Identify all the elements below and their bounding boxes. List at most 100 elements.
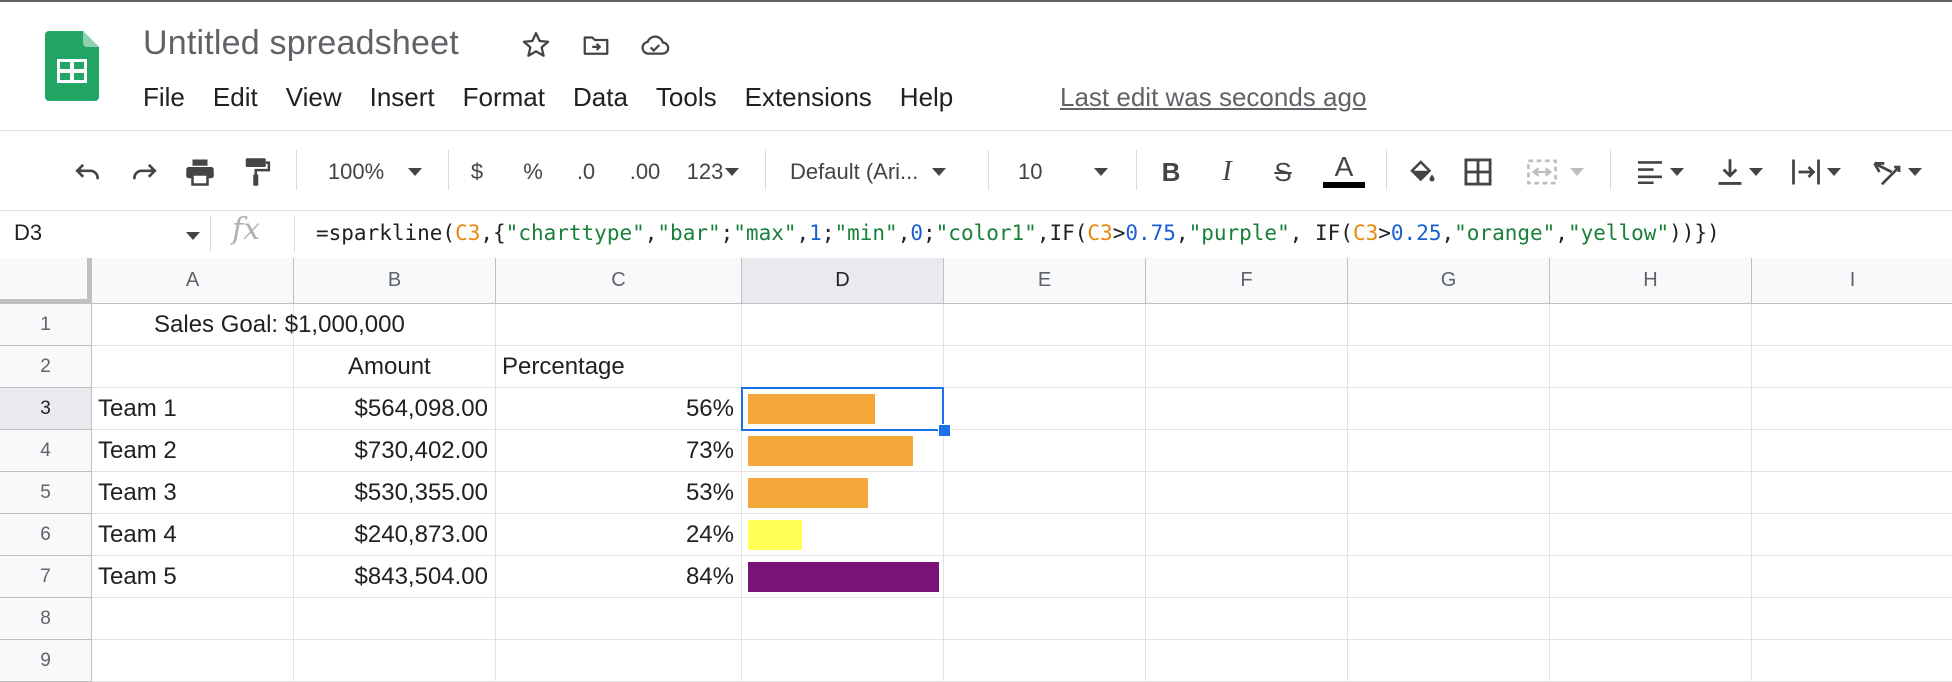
percentage-cell[interactable]: 53% — [685, 479, 734, 506]
cell[interactable] — [1146, 598, 1348, 640]
cell[interactable] — [944, 556, 1146, 598]
document-title[interactable]: Untitled spreadsheet — [143, 24, 459, 62]
row-header-8[interactable]: 8 — [0, 598, 92, 640]
cell[interactable] — [92, 388, 294, 430]
amount-cell[interactable]: $730,402.00 — [354, 437, 488, 464]
percentage-cell[interactable]: 84% — [685, 563, 734, 590]
cell[interactable] — [92, 514, 294, 556]
menu-extensions[interactable]: Extensions — [744, 82, 872, 112]
cell[interactable] — [1752, 598, 1952, 640]
cell[interactable] — [944, 346, 1146, 388]
cloud-saved-icon[interactable] — [638, 28, 672, 62]
print-icon[interactable] — [180, 154, 220, 190]
cell[interactable] — [742, 640, 944, 682]
column-header-a[interactable]: A — [92, 258, 294, 304]
cell[interactable] — [1146, 304, 1348, 346]
column-header-f[interactable]: F — [1146, 258, 1348, 304]
cell[interactable] — [1752, 430, 1952, 472]
menu-data[interactable]: Data — [572, 82, 628, 112]
select-all-corner[interactable] — [0, 258, 92, 304]
star-icon[interactable] — [519, 28, 553, 62]
cell[interactable] — [294, 556, 496, 598]
cell[interactable] — [496, 556, 742, 598]
cell[interactable] — [294, 346, 496, 388]
cell[interactable] — [742, 556, 944, 598]
cell[interactable] — [1550, 598, 1752, 640]
menu-insert[interactable]: Insert — [369, 82, 435, 112]
cell[interactable] — [1550, 472, 1752, 514]
cell-c2-percentage-header[interactable]: Percentage — [502, 353, 625, 380]
cell[interactable] — [944, 598, 1146, 640]
amount-cell[interactable]: $240,873.00 — [354, 521, 488, 548]
move-folder-icon[interactable] — [579, 28, 613, 62]
cell[interactable] — [294, 388, 496, 430]
cell[interactable] — [496, 598, 742, 640]
column-header-d[interactable]: D — [742, 258, 944, 304]
row-header-3[interactable]: 3 — [0, 388, 92, 430]
cell[interactable] — [944, 514, 1146, 556]
cell[interactable] — [496, 472, 742, 514]
decrease-decimal-button[interactable]: .0 — [568, 154, 604, 190]
horizontal-align-icon[interactable] — [1630, 154, 1690, 190]
team-name-cell[interactable]: Team 3 — [98, 479, 177, 506]
cell[interactable] — [496, 346, 742, 388]
cell[interactable] — [1752, 388, 1952, 430]
cell[interactable] — [1348, 556, 1550, 598]
cell[interactable] — [1146, 388, 1348, 430]
row-header-2[interactable]: 2 — [0, 346, 92, 388]
cell[interactable] — [1348, 640, 1550, 682]
cell-a1-sales-goal[interactable]: Sales Goal: $1,000,000 — [154, 311, 405, 338]
cell[interactable] — [1146, 514, 1348, 556]
cell[interactable] — [92, 598, 294, 640]
more-formats-select[interactable]: 123 — [678, 154, 748, 190]
cell[interactable] — [944, 472, 1146, 514]
cell[interactable] — [1550, 388, 1752, 430]
column-header-b[interactable]: B — [294, 258, 496, 304]
menu-view[interactable]: View — [285, 82, 342, 112]
cell[interactable] — [1752, 514, 1952, 556]
team-name-cell[interactable]: Team 4 — [98, 521, 177, 548]
cell[interactable] — [496, 430, 742, 472]
name-box[interactable]: D3 — [14, 220, 43, 245]
zoom-select[interactable]: 100% — [320, 154, 430, 190]
cell[interactable] — [742, 346, 944, 388]
team-name-cell[interactable]: Team 1 — [98, 395, 177, 422]
paint-format-icon[interactable] — [237, 154, 277, 190]
text-rotation-icon[interactable] — [1866, 154, 1928, 190]
column-header-i[interactable]: I — [1752, 258, 1952, 304]
column-header-h[interactable]: H — [1550, 258, 1752, 304]
cell[interactable] — [1348, 472, 1550, 514]
menu-file[interactable]: File — [143, 82, 185, 112]
merge-cells-icon[interactable] — [1520, 154, 1590, 190]
cell[interactable] — [496, 304, 742, 346]
cell[interactable] — [742, 304, 944, 346]
borders-icon[interactable] — [1460, 154, 1496, 190]
cell[interactable] — [1752, 472, 1952, 514]
cell[interactable] — [1348, 514, 1550, 556]
menu-tools[interactable]: Tools — [655, 82, 717, 112]
cell[interactable] — [742, 430, 944, 472]
row-header-7[interactable]: 7 — [0, 556, 92, 598]
fill-color-icon[interactable] — [1404, 154, 1440, 190]
cell[interactable] — [1146, 430, 1348, 472]
cell[interactable] — [92, 346, 294, 388]
redo-icon[interactable] — [124, 154, 164, 190]
cell[interactable] — [1348, 388, 1550, 430]
cell[interactable] — [294, 640, 496, 682]
cell[interactable] — [92, 304, 294, 346]
cell[interactable] — [944, 388, 1146, 430]
italic-button[interactable]: I — [1222, 156, 1232, 187]
cell[interactable] — [1752, 640, 1952, 682]
font-size-select[interactable]: 10 — [1018, 154, 1118, 190]
menu-edit[interactable]: Edit — [212, 82, 258, 112]
row-header-1[interactable]: 1 — [0, 304, 92, 346]
row-header-9[interactable]: 9 — [0, 640, 92, 682]
cell[interactable] — [496, 640, 742, 682]
cell[interactable] — [1348, 598, 1550, 640]
cell[interactable] — [742, 598, 944, 640]
cell[interactable] — [1348, 346, 1550, 388]
amount-cell[interactable]: $564,098.00 — [354, 395, 488, 422]
last-edit-link[interactable]: Last edit was seconds ago — [1060, 82, 1367, 112]
cell[interactable] — [1752, 304, 1952, 346]
cell[interactable] — [92, 640, 294, 682]
